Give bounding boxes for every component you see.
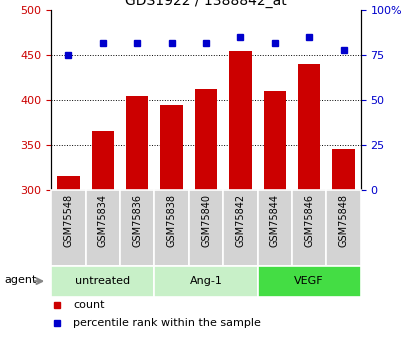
- Bar: [85, 190, 120, 266]
- Text: Ang-1: Ang-1: [189, 276, 222, 286]
- Bar: [154, 266, 257, 297]
- Bar: [57, 176, 79, 190]
- Text: GSM75844: GSM75844: [269, 194, 279, 247]
- Text: GSM75840: GSM75840: [200, 194, 211, 247]
- Text: count: count: [73, 300, 104, 310]
- Bar: [257, 190, 291, 266]
- Bar: [92, 131, 114, 190]
- Text: GSM75838: GSM75838: [166, 194, 176, 247]
- Bar: [332, 149, 354, 190]
- Text: VEGF: VEGF: [294, 276, 323, 286]
- Text: untreated: untreated: [75, 276, 130, 286]
- Text: agent: agent: [4, 275, 36, 285]
- Bar: [263, 91, 285, 190]
- Text: GSM75836: GSM75836: [132, 194, 142, 247]
- Bar: [51, 266, 154, 297]
- Bar: [189, 190, 222, 266]
- Bar: [297, 64, 319, 190]
- Text: GSM75846: GSM75846: [303, 194, 313, 247]
- Bar: [160, 105, 182, 190]
- Bar: [257, 266, 360, 297]
- Bar: [154, 190, 189, 266]
- Bar: [229, 51, 251, 190]
- Bar: [326, 190, 360, 266]
- Bar: [126, 96, 148, 190]
- Title: GDS1922 / 1388842_at: GDS1922 / 1388842_at: [125, 0, 286, 8]
- Text: GSM75834: GSM75834: [98, 194, 108, 247]
- Text: GSM75548: GSM75548: [63, 194, 73, 247]
- Bar: [120, 190, 154, 266]
- Text: GSM75842: GSM75842: [235, 194, 245, 247]
- Bar: [222, 190, 257, 266]
- Bar: [194, 89, 217, 190]
- Bar: [291, 190, 326, 266]
- Text: GSM75848: GSM75848: [338, 194, 348, 247]
- Bar: [51, 190, 85, 266]
- Text: percentile rank within the sample: percentile rank within the sample: [73, 318, 260, 327]
